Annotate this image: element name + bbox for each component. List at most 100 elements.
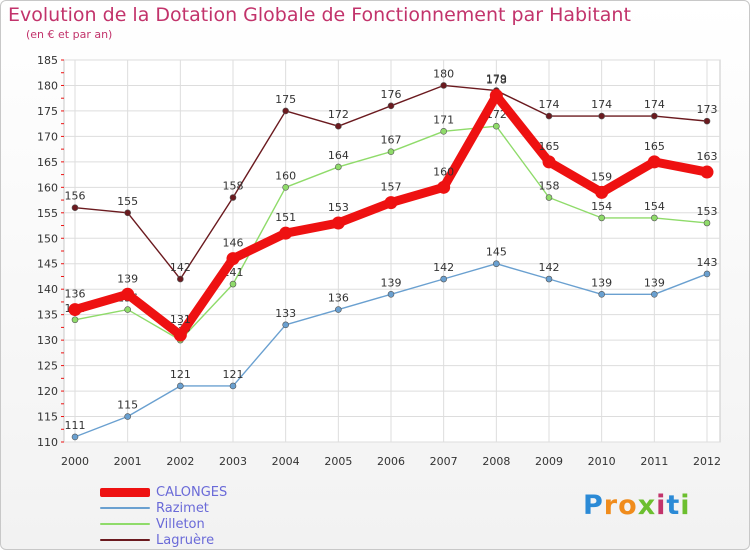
data-point-razimet bbox=[545, 275, 553, 283]
y-tick-label: 150 bbox=[37, 232, 58, 245]
data-point-villeton bbox=[282, 184, 289, 191]
data-label-villeton: 154 bbox=[591, 200, 612, 213]
data-point-calonges bbox=[647, 155, 661, 169]
data-label-razimet: 121 bbox=[223, 368, 244, 381]
data-label-calonges: 163 bbox=[697, 150, 718, 163]
plot-area bbox=[63, 59, 721, 443]
data-label-razimet: 121 bbox=[170, 368, 191, 381]
y-tick-label: 185 bbox=[37, 54, 58, 67]
data-label-razimet: 139 bbox=[644, 276, 665, 289]
y-tick-label: 160 bbox=[37, 181, 58, 194]
data-point-razimet bbox=[703, 270, 711, 278]
logo-letter: P bbox=[583, 490, 604, 521]
x-tick-label: 2010 bbox=[588, 455, 616, 468]
logo-letter: i bbox=[680, 490, 691, 521]
y-tick-label: 165 bbox=[37, 156, 58, 169]
logo-letter: t bbox=[666, 490, 681, 521]
data-point-razimet bbox=[387, 290, 395, 298]
data-label-villeton: 167 bbox=[381, 134, 402, 147]
data-label-villeton: 153 bbox=[697, 205, 718, 218]
legend-swatch bbox=[100, 487, 150, 497]
data-label-lagruere: 142 bbox=[170, 261, 191, 274]
data-point-calonges bbox=[384, 196, 398, 210]
data-label-lagruere: 174 bbox=[644, 98, 665, 111]
y-tick-label: 115 bbox=[37, 411, 58, 424]
data-point-calonges bbox=[542, 155, 556, 169]
data-point-calonges bbox=[68, 303, 82, 317]
data-point-razimet bbox=[124, 413, 131, 420]
x-tick-label: 2008 bbox=[482, 455, 510, 468]
legend-label: Lagruère bbox=[156, 532, 215, 548]
data-label-calonges: 131 bbox=[170, 313, 191, 326]
data-label-lagruere: 173 bbox=[697, 103, 718, 116]
data-point-calonges bbox=[489, 89, 503, 103]
legend-label: CALONGES bbox=[156, 484, 228, 500]
x-tick-label: 2006 bbox=[377, 455, 405, 468]
data-label-calonges: 159 bbox=[591, 170, 612, 183]
data-label-villeton: 171 bbox=[433, 113, 454, 126]
data-point-razimet bbox=[493, 260, 500, 268]
data-label-lagruere: 174 bbox=[591, 98, 612, 111]
data-label-calonges: 165 bbox=[644, 140, 665, 153]
data-point-villeton bbox=[71, 316, 79, 324]
data-point-razimet bbox=[71, 433, 79, 441]
data-point-razimet bbox=[177, 382, 184, 390]
legend-item: Villeton bbox=[100, 516, 227, 532]
chart-title: Evolution de la Dotation Globale de Fonc… bbox=[8, 4, 631, 26]
data-label-razimet: 143 bbox=[697, 256, 718, 269]
proxiti-logo: Proxiti bbox=[583, 490, 691, 521]
legend-item: CALONGES bbox=[100, 484, 227, 500]
legend-item: Razimet bbox=[100, 500, 227, 516]
data-label-razimet: 136 bbox=[328, 292, 349, 305]
data-label-lagruere: 176 bbox=[381, 88, 402, 101]
data-label-calonges: 151 bbox=[275, 211, 296, 224]
data-label-lagruere: 180 bbox=[433, 67, 454, 80]
data-point-villeton bbox=[229, 280, 237, 288]
y-tick-label: 125 bbox=[37, 360, 58, 373]
chart-legend: CALONGES Razimet Villeton Lagruère bbox=[100, 484, 227, 548]
data-point-lagruere bbox=[124, 209, 131, 217]
legend-swatch bbox=[100, 539, 150, 541]
legend-label: Villeton bbox=[156, 516, 205, 532]
logo-letter: i bbox=[656, 490, 667, 521]
data-label-calonges: 157 bbox=[381, 181, 402, 194]
y-tick-label: 155 bbox=[37, 207, 58, 220]
x-tick-label: 2012 bbox=[693, 455, 721, 468]
data-label-lagruere: 174 bbox=[539, 98, 560, 111]
data-point-calonges bbox=[437, 180, 451, 194]
data-point-villeton bbox=[335, 163, 342, 171]
logo-letter: x bbox=[637, 490, 657, 521]
data-label-razimet: 145 bbox=[486, 246, 507, 259]
data-point-razimet bbox=[229, 382, 237, 390]
data-label-villeton: 158 bbox=[539, 180, 560, 193]
data-label-villeton: 160 bbox=[275, 169, 296, 182]
x-tick-label: 2003 bbox=[219, 455, 247, 468]
data-point-calonges bbox=[226, 252, 240, 266]
data-label-razimet: 142 bbox=[433, 261, 454, 274]
data-label-lagruere: 172 bbox=[328, 108, 349, 121]
legend-label: Razimet bbox=[156, 500, 209, 516]
data-label-razimet: 115 bbox=[117, 399, 138, 412]
data-point-razimet bbox=[282, 321, 289, 329]
data-label-lagruere: 175 bbox=[275, 93, 296, 106]
data-point-villeton bbox=[387, 148, 395, 155]
data-label-calonges: 160 bbox=[433, 165, 454, 178]
data-label-calonges: 153 bbox=[328, 201, 349, 214]
x-tick-label: 2009 bbox=[535, 455, 563, 468]
y-tick-label: 130 bbox=[37, 334, 58, 347]
logo-letter: r bbox=[603, 490, 619, 521]
data-label-calonges: 136 bbox=[65, 288, 86, 301]
data-point-calonges bbox=[700, 165, 714, 179]
data-point-villeton bbox=[651, 214, 658, 222]
x-tick-label: 2007 bbox=[430, 455, 458, 468]
data-label-razimet: 139 bbox=[381, 276, 402, 289]
data-label-lagruere: 179 bbox=[486, 73, 507, 86]
data-point-lagruere bbox=[335, 122, 342, 130]
data-label-calonges: 146 bbox=[223, 237, 244, 250]
legend-swatch bbox=[100, 507, 150, 509]
data-point-villeton bbox=[124, 306, 131, 313]
data-point-calonges bbox=[121, 287, 135, 301]
data-point-calonges bbox=[595, 185, 609, 199]
data-point-villeton bbox=[545, 194, 553, 201]
